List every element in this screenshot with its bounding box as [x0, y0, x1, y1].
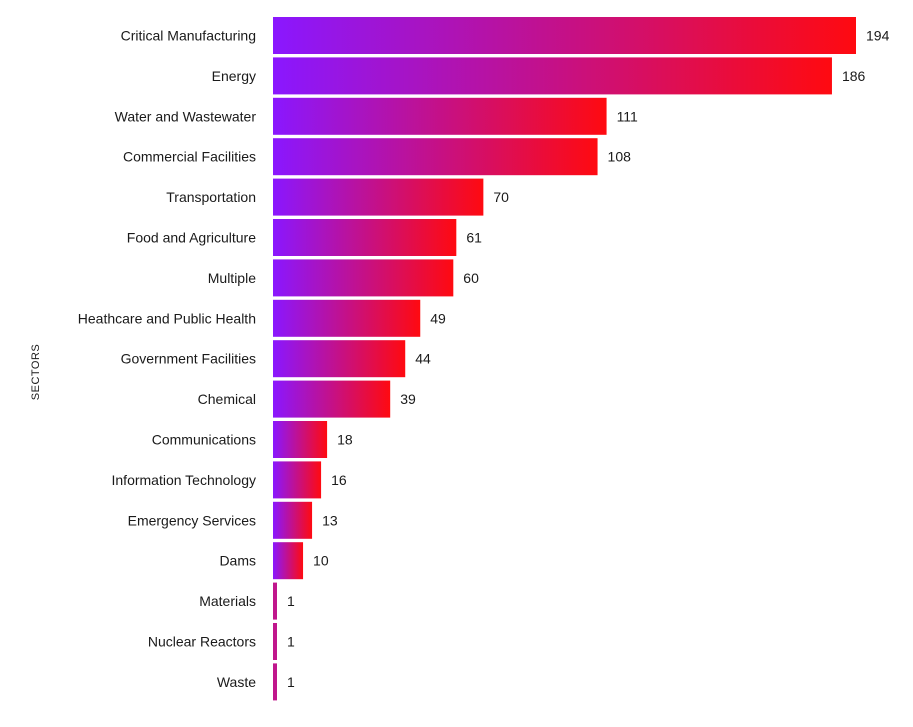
value-label: 1 [287, 634, 295, 650]
value-label: 60 [463, 270, 479, 286]
bar [273, 138, 598, 176]
category-label: Multiple [208, 270, 256, 286]
value-label: 44 [415, 351, 431, 367]
value-label: 108 [608, 149, 632, 165]
category-label: Transportation [166, 189, 256, 205]
bar [273, 340, 406, 378]
bar [273, 582, 277, 620]
category-label: Materials [199, 593, 256, 609]
bar [273, 501, 313, 539]
bar [273, 380, 391, 418]
bars-layer: Critical Manufacturing 194 Energy 186 Water … [78, 17, 890, 701]
bar [273, 299, 421, 337]
value-label: 16 [331, 472, 347, 488]
bar [273, 542, 304, 580]
value-label: 39 [400, 391, 416, 407]
category-label: Information Technology [112, 472, 257, 488]
bar [273, 17, 856, 54]
value-label: 194 [866, 28, 890, 44]
value-label: 61 [466, 230, 482, 246]
bar [273, 663, 277, 701]
category-label: Communications [152, 432, 256, 448]
category-label: Commercial Facilities [123, 149, 256, 165]
category-label: Water and Wastewater [115, 108, 257, 124]
category-label: Heathcare and Public Health [78, 310, 256, 326]
category-label: Critical Manufacturing [121, 28, 256, 44]
value-label: 1 [287, 674, 295, 690]
value-label: 18 [337, 432, 353, 448]
category-label: Chemical [198, 391, 256, 407]
bar [273, 178, 484, 216]
value-label: 186 [842, 68, 866, 84]
category-label: Government Facilities [121, 351, 256, 367]
category-label: Dams [219, 553, 256, 569]
bar [273, 57, 832, 95]
value-label: 10 [313, 553, 329, 569]
value-label: 13 [322, 512, 338, 528]
category-label: Food and Agriculture [127, 230, 256, 246]
bar [273, 219, 457, 256]
category-label: Waste [217, 674, 256, 690]
bar [273, 461, 322, 499]
value-label: 70 [493, 189, 509, 205]
category-label: Emergency Services [128, 512, 256, 528]
value-label: 49 [430, 310, 446, 326]
bar [273, 259, 454, 297]
category-label: Energy [212, 68, 256, 84]
value-label: 111 [617, 108, 638, 124]
category-label: Nuclear Reactors [148, 634, 256, 650]
bar [273, 421, 328, 458]
bar [273, 623, 277, 660]
y-axis-title: SECTORS [30, 344, 42, 400]
value-label: 1 [287, 593, 295, 609]
bar [273, 97, 607, 135]
